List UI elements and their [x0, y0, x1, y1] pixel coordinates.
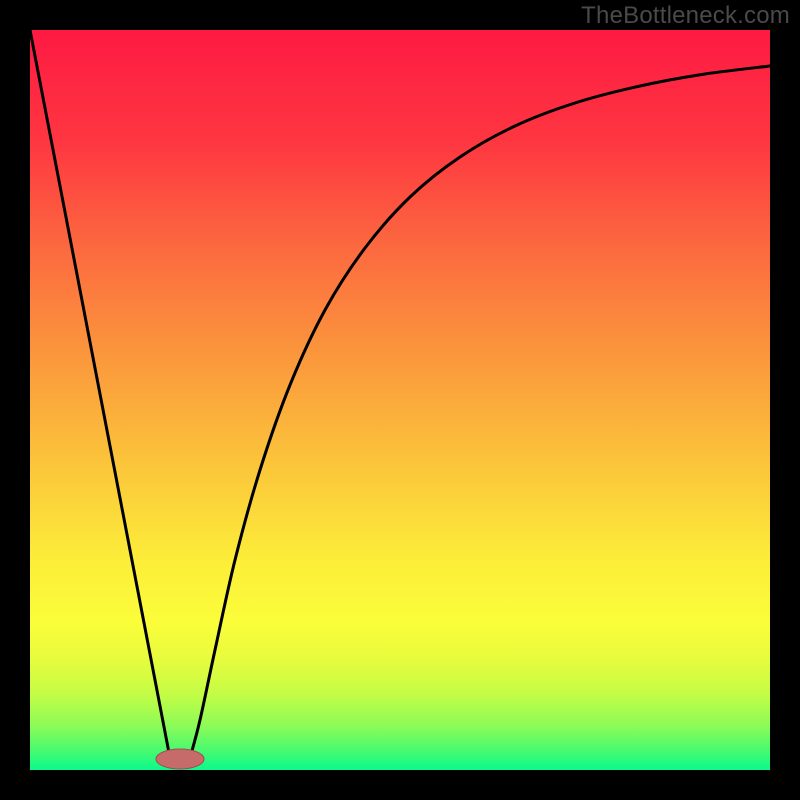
chart-plot-area [30, 30, 770, 770]
bottleneck-chart: TheBottleneck.com [0, 0, 800, 800]
watermark-text: TheBottleneck.com [581, 2, 790, 30]
chart-svg [0, 0, 800, 800]
optimal-point-marker [156, 749, 204, 769]
